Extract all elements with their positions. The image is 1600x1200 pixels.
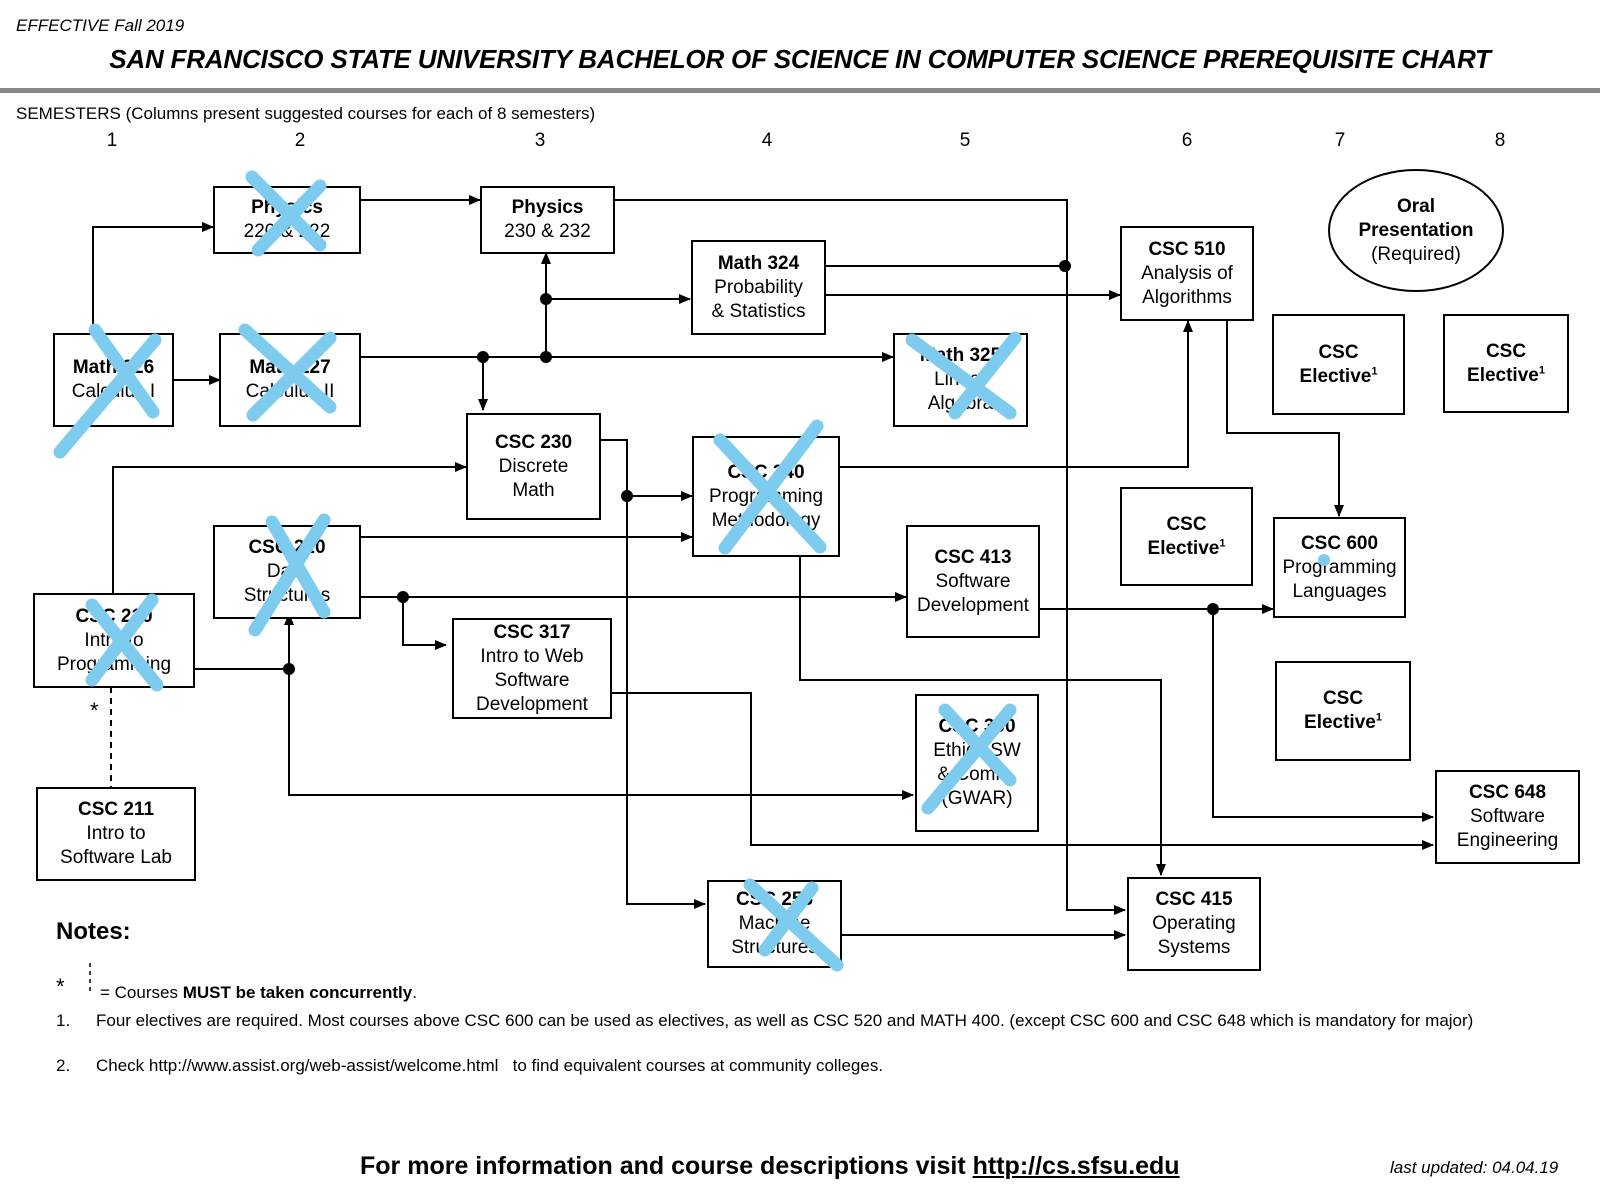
cs-website-link[interactable]: http://cs.sfsu.edu <box>972 1152 1180 1180</box>
course-title: Software <box>1470 806 1545 827</box>
csc-elective-sem7-bottom: CSC Elective1 <box>1275 661 1411 761</box>
semester-number-3: 3 <box>534 130 546 151</box>
csc-elective-sem7-top: CSC Elective1 <box>1272 314 1405 415</box>
course-code: Physics <box>511 197 584 218</box>
footnote-marker: 1 <box>1538 364 1545 377</box>
course-csc-230: CSC 230 Discrete Math <box>466 413 601 520</box>
elective-code: CSC <box>1318 341 1359 363</box>
course-title: Programming <box>1282 556 1397 578</box>
concurrent-star: * <box>90 698 99 723</box>
course-csc-317: CSC 317 Intro to Web Software Developmen… <box>452 618 612 719</box>
course-csc-648: CSC 648 Software Engineering <box>1435 770 1580 864</box>
course-code: CSC 317 <box>493 621 571 643</box>
elective-label: Elective <box>1299 365 1372 387</box>
course-title: 230 & 232 <box>504 221 591 242</box>
course-title: Discrete <box>498 455 569 477</box>
note-2-text: Check http://www.assist.org/web-assist/w… <box>96 1056 884 1075</box>
footnote-marker: 1 <box>1371 365 1378 378</box>
footnote-marker: 1 <box>1375 711 1382 724</box>
elective-label: Elective <box>1467 364 1539 386</box>
course-title-2: Systems <box>1157 937 1231 958</box>
course-title: Intro to <box>86 823 146 844</box>
course-code: Math 324 <box>717 252 800 274</box>
course-title-3: Development <box>476 693 588 715</box>
semester-number-6: 6 <box>1181 130 1193 151</box>
csc-elective-sem6: CSC Elective1 <box>1120 487 1253 586</box>
semester-number-2: 2 <box>294 130 306 151</box>
course-code: CSC 600 <box>1300 532 1379 554</box>
course-title-2: Development <box>917 594 1029 616</box>
elective-code: CSC <box>1485 340 1527 362</box>
course-title-2: Math <box>512 479 555 501</box>
course-title: Intro to Web <box>480 645 584 667</box>
title-divider <box>0 88 1600 93</box>
course-csc-510: CSC 510 Analysis of Algorithms <box>1120 226 1254 321</box>
oral-title: Oral <box>1396 195 1436 217</box>
semester-number-1: 1 <box>106 130 118 151</box>
page-title: SAN FRANCISCO STATE UNIVERSITY BACHELOR … <box>109 44 1491 74</box>
notes-heading: Notes: <box>56 918 131 945</box>
elective-label: Elective <box>1304 712 1376 733</box>
course-title-2: Engineering <box>1456 830 1559 851</box>
course-title: Probability <box>714 276 803 298</box>
semester-number-4: 4 <box>761 130 773 151</box>
course-title-2: Algorithms <box>1142 286 1232 308</box>
course-title-2: Software Lab <box>60 847 172 868</box>
x-mark-icon <box>53 170 1022 972</box>
elective-code: CSC <box>1166 513 1207 535</box>
course-title-2: & Statistics <box>711 300 806 322</box>
semesters-label: SEMESTERS (Columns present suggested cou… <box>16 104 596 123</box>
note-1-text: Four electives are required. Most course… <box>96 1011 1474 1030</box>
note-concurrent-bold: MUST be taken concurrently <box>182 983 413 1002</box>
course-code: CSC 211 <box>77 799 155 820</box>
footer-info: For more information and course descript… <box>360 1152 1180 1181</box>
note-concurrent-post: . <box>412 983 417 1002</box>
course-title-2: Software <box>494 669 570 691</box>
elective-label: Elective <box>1147 537 1220 559</box>
oral-presentation-requirement: Oral Presentation (Required) <box>1328 169 1504 292</box>
semester-number-5: 5 <box>959 130 971 151</box>
oral-title-2: Presentation <box>1358 219 1474 241</box>
note-1-number: 1. <box>56 1011 71 1030</box>
effective-date: EFFECTIVE Fall 2019 <box>16 16 185 35</box>
course-code: CSC 415 <box>1155 889 1233 910</box>
elective-code: CSC <box>1322 688 1364 709</box>
course-title-2: Languages <box>1292 580 1387 602</box>
note-concurrent: = Courses MUST be taken concurrently. <box>100 982 417 1004</box>
note-2-number: 2. <box>56 1056 71 1075</box>
course-csc-600: CSC 600 Programming Languages <box>1273 517 1406 618</box>
note-concurrent-pre: = Courses <box>100 983 183 1002</box>
course-physics-230: Physics 230 & 232 <box>480 186 615 254</box>
course-csc-300: CSC 300 Ethics SW & Comm. (GWAR) <box>915 694 1039 832</box>
last-updated: last updated: 04.04.19 <box>1390 1158 1559 1177</box>
note-star-symbol: * <box>56 974 65 999</box>
course-csc-415: CSC 415 Operating Systems <box>1127 877 1261 971</box>
course-title: Operating <box>1152 913 1236 934</box>
course-math-324: Math 324 Probability & Statistics <box>691 240 826 335</box>
semester-number-7: 7 <box>1334 130 1346 151</box>
course-code: CSC 510 <box>1148 238 1226 260</box>
course-csc-211: CSC 211 Intro to Software Lab <box>36 787 196 881</box>
course-code: CSC 413 <box>934 546 1012 568</box>
semester-number-8: 8 <box>1494 130 1506 151</box>
footer-text: For more information and course descript… <box>360 1152 973 1180</box>
course-title: Analysis of <box>1141 262 1233 284</box>
course-title: Software <box>935 570 1011 592</box>
course-csc-413: CSC 413 Software Development <box>906 525 1040 638</box>
course-code: CSC 230 <box>494 431 573 453</box>
blue-dot-mark <box>1318 554 1330 566</box>
course-code: CSC 648 <box>1468 782 1547 803</box>
csc-elective-sem8: CSC Elective1 <box>1443 314 1569 413</box>
oral-required-note: (Required) <box>1371 243 1461 265</box>
course-title-3: (GWAR) <box>941 788 1013 809</box>
footnote-marker: 1 <box>1219 537 1226 550</box>
